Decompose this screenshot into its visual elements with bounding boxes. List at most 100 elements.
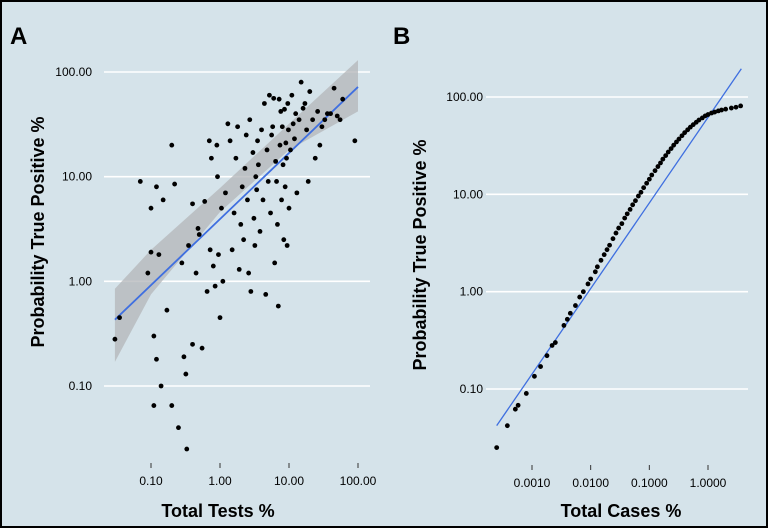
data-point [252,243,258,248]
data-point [284,155,289,161]
panel-b-letter: B [393,23,410,50]
data-point [208,155,214,161]
data-point [635,193,641,199]
data-point [265,179,271,184]
data-point [196,232,202,237]
x-tick-label: 1.0000 [690,476,727,490]
data-point [282,184,288,190]
data-point [148,205,154,211]
data-point [281,237,287,243]
data-point [561,323,567,328]
data-point [112,336,118,342]
data-point [292,136,297,142]
data-point [630,202,636,208]
data-point [660,156,666,162]
data-point [288,147,293,153]
data-point [207,247,213,253]
data-point [682,130,688,136]
data-point [263,292,269,297]
data-point [319,124,325,130]
panel-a-confidence-band [114,60,359,362]
data-point [151,403,157,408]
data-point [523,391,529,396]
data-point [275,221,280,227]
panel-b-fit-line [496,68,742,427]
data-point [261,101,267,106]
data-point [663,153,669,159]
data-point [223,190,228,196]
data-point [233,155,239,161]
data-point [601,252,607,258]
data-point [215,174,220,180]
data-point [259,127,264,133]
data-point [220,278,226,284]
data-point [241,237,247,243]
data-point [169,403,175,408]
data-point [564,316,570,322]
x-tick-label: 1.00 [208,474,232,488]
y-tick-label: 100.00 [446,90,483,104]
data-point [504,423,510,429]
data-point [289,92,295,98]
panel-a-letter: A [10,23,27,50]
panel-a-x-ticks: 0.10 1.00 10.00 100.00 [139,463,377,488]
data-point [585,281,591,287]
data-point [616,225,622,231]
data-point [247,117,253,123]
data-point [293,111,299,117]
data-point [296,117,302,123]
data-point [567,310,573,316]
data-point [302,101,308,106]
panel-a-y-ticks: 0.10 1.00 10.00 100.00 [55,65,92,393]
data-point [592,269,598,275]
y-tick-label: 1.00 [460,285,484,299]
confidence-band [114,60,359,362]
data-point [216,252,221,258]
data-point [204,289,210,294]
data-point [156,252,162,258]
data-point [169,142,175,148]
data-point [154,356,159,362]
x-tick-label: 0.0100 [572,476,609,490]
x-tick-label: 10.00 [274,474,304,488]
data-point [307,89,313,94]
data-point [151,333,157,339]
data-point [227,138,233,144]
y-tick-label: 100.00 [55,65,92,79]
data-point [238,221,244,227]
data-point [264,147,270,153]
data-point [277,142,283,148]
data-point [607,242,612,248]
data-point [195,226,201,231]
data-point [317,142,323,148]
panel-a-points [112,79,358,452]
data-point [305,179,311,184]
data-point [304,127,310,133]
data-point [627,207,633,212]
data-point [580,289,586,295]
data-point [254,187,260,193]
data-point [538,364,543,369]
data-point [276,96,282,102]
data-point [512,406,518,412]
data-point [255,162,261,168]
data-point [154,184,159,190]
data-point [515,402,521,408]
x-tick-label: 0.0010 [514,476,551,490]
data-point [649,172,655,178]
data-point [312,155,318,161]
data-point [284,243,290,248]
data-point [641,185,647,191]
data-point [633,198,638,204]
data-point [160,197,166,203]
data-point [158,383,164,389]
data-point [212,283,218,289]
data-point [248,289,254,294]
data-point [286,205,292,211]
data-point [544,353,550,359]
data-point [532,373,537,379]
fit-line [496,68,742,427]
data-point [283,140,289,146]
data-point [610,236,616,242]
